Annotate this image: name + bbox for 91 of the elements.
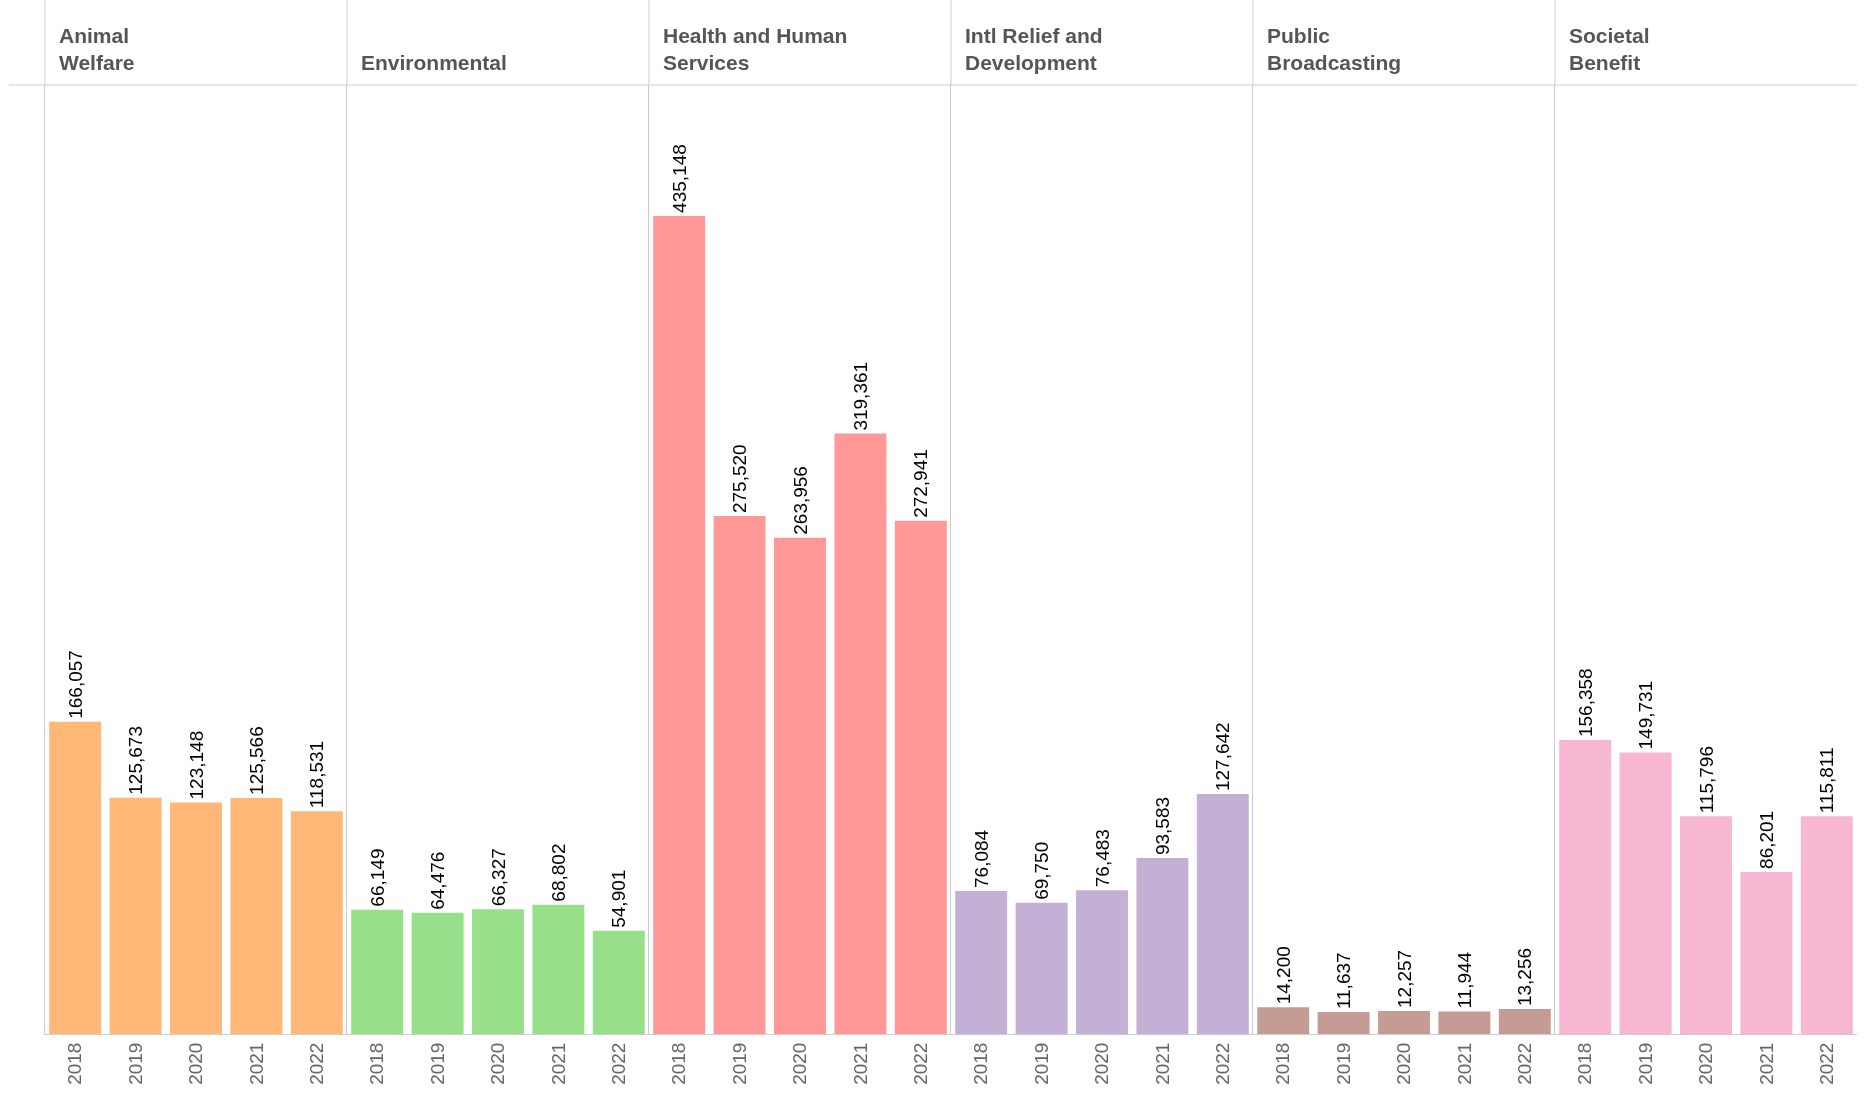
data-label: 68,802	[547, 843, 569, 902]
x-tick-label: 2020	[185, 1042, 207, 1085]
x-tick-label: 2018	[64, 1042, 86, 1085]
bar	[592, 930, 645, 1034]
x-tick-label: 2022	[607, 1042, 629, 1085]
x-tick-label: 2018	[1272, 1042, 1294, 1085]
bar	[894, 520, 947, 1034]
x-tick-label: 2022	[305, 1042, 327, 1085]
bar	[230, 797, 283, 1034]
data-label: 66,149	[366, 848, 388, 907]
bar	[653, 215, 706, 1034]
x-tick-label: 2018	[668, 1042, 690, 1085]
x-tick-label: 2019	[1030, 1042, 1052, 1085]
data-label: 166,057	[64, 650, 86, 719]
bar	[532, 904, 585, 1034]
x-tick-label: 2022	[1815, 1042, 1837, 1085]
chart-title: Societal Benefit	[1569, 24, 1650, 75]
x-tick-label: 2022	[1513, 1042, 1535, 1085]
bar	[834, 433, 887, 1034]
data-label: 127,642	[1212, 722, 1234, 792]
x-tick-label: 2021	[547, 1042, 569, 1085]
bar	[1076, 890, 1128, 1034]
bar	[1559, 740, 1612, 1034]
data-label: 76,483	[1091, 829, 1113, 888]
x-tick-label: 2020	[1695, 1042, 1717, 1085]
x-tick-label: 2019	[728, 1042, 750, 1085]
x-tick-label: 2021	[849, 1042, 871, 1085]
bar	[109, 797, 162, 1034]
x-tick-label: 2021	[1755, 1042, 1777, 1085]
x-tick-label: 2021	[1453, 1042, 1475, 1085]
data-label: 14,200	[1272, 946, 1294, 1005]
x-tick-label: 2018	[1574, 1042, 1596, 1085]
x-tick-label: 2020	[789, 1042, 811, 1085]
data-label: 76,084	[970, 829, 992, 888]
data-label: 115,811	[1816, 747, 1838, 814]
data-label: 66,327	[487, 848, 509, 907]
data-label: 123,148	[185, 730, 207, 800]
x-tick-label: 2021	[1151, 1042, 1173, 1085]
bar	[472, 909, 524, 1034]
bar	[1680, 816, 1732, 1034]
x-tick-label: 2018	[366, 1042, 388, 1085]
bar	[955, 890, 1008, 1034]
data-label: 118,531	[306, 740, 328, 809]
x-tick-label: 2019	[1634, 1042, 1656, 1085]
data-label: 11,944	[1453, 951, 1475, 1009]
bar	[49, 721, 102, 1034]
data-label: 13,256	[1514, 947, 1536, 1007]
data-label: 86,201	[1755, 810, 1777, 869]
x-tick-label: 2020	[1091, 1042, 1113, 1085]
data-label: 156,358	[1574, 668, 1596, 738]
bar	[1136, 858, 1189, 1034]
chart-title: Health and Human Services	[663, 24, 848, 75]
data-label: 272,941	[910, 449, 932, 518]
bar	[1196, 794, 1249, 1034]
bar	[170, 802, 222, 1034]
bar	[290, 811, 343, 1034]
x-tick-label: 2018	[970, 1042, 992, 1085]
x-tick-label: 2019	[124, 1042, 146, 1085]
x-tick-label: 2021	[245, 1042, 267, 1085]
data-label: 125,566	[245, 726, 267, 795]
chart-title: Intl Relief and Development	[965, 24, 1103, 75]
x-tick-label: 2020	[487, 1042, 509, 1085]
x-tick-label: 2022	[909, 1042, 931, 1085]
bar	[713, 516, 766, 1034]
bar	[411, 912, 464, 1034]
bar	[1619, 752, 1672, 1034]
bar	[774, 537, 826, 1034]
bar	[351, 909, 404, 1034]
data-label: 319,361	[849, 361, 871, 431]
bar	[1800, 816, 1853, 1034]
x-tick-label: 2022	[1211, 1042, 1233, 1085]
data-label: 12,257	[1393, 949, 1415, 1008]
data-label: 263,956	[789, 466, 811, 535]
x-tick-label: 2019	[1332, 1042, 1354, 1085]
chart-title: Environmental	[361, 51, 507, 74]
data-label: 93,583	[1151, 796, 1173, 856]
data-label: 149,731	[1635, 680, 1657, 750]
data-label: 125,673	[125, 726, 147, 795]
data-label: 115,796	[1695, 746, 1717, 814]
data-label: 69,750	[1031, 841, 1053, 900]
data-label: 275,520	[729, 444, 751, 514]
chart-title: Animal Welfare	[59, 24, 135, 75]
chart-title: Public Broadcasting	[1267, 24, 1402, 75]
data-label: 11,637	[1333, 952, 1355, 1010]
data-label: 64,476	[427, 851, 449, 910]
x-tick-label: 2019	[426, 1042, 448, 1085]
data-label: 435,148	[668, 144, 690, 213]
data-label: 54,901	[608, 869, 630, 928]
x-tick-label: 2020	[1393, 1042, 1415, 1085]
bar	[1740, 871, 1793, 1034]
bar	[1015, 902, 1068, 1034]
